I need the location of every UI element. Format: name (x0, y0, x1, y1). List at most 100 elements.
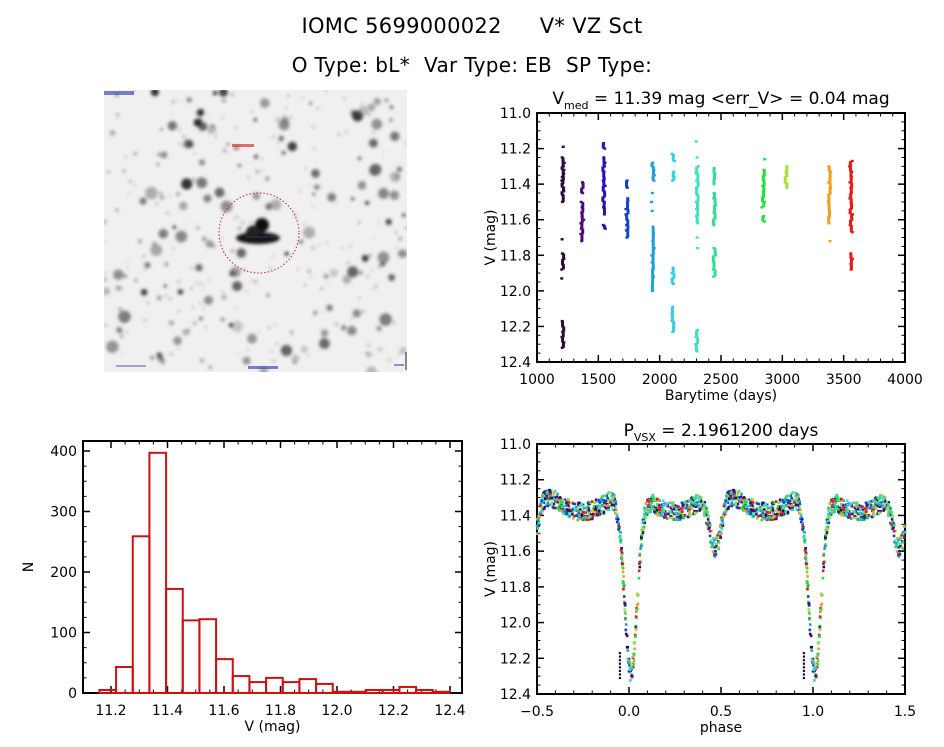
data-point (772, 501, 775, 504)
data-point (720, 527, 724, 530)
x-tick-label: 3000 (765, 372, 801, 388)
data-point (840, 513, 843, 517)
data-point (813, 672, 817, 676)
data-point-strip (562, 326, 566, 332)
data-point (763, 158, 767, 161)
data-point (822, 561, 826, 564)
data-point (627, 662, 631, 666)
star (377, 222, 380, 225)
data-point (666, 504, 670, 508)
data-point (614, 502, 618, 506)
star (176, 99, 178, 102)
data-point (697, 494, 700, 497)
data-point (564, 509, 568, 513)
data-point (542, 499, 546, 503)
data-point (876, 512, 880, 516)
data-point (879, 494, 882, 497)
star (271, 135, 275, 138)
star (252, 192, 261, 200)
data-point (890, 511, 894, 514)
data-point (614, 500, 617, 503)
data-point (878, 512, 881, 515)
star (254, 154, 258, 159)
data-point (614, 511, 617, 515)
data-point (578, 501, 581, 505)
data-point (622, 583, 625, 586)
data-point (869, 504, 873, 507)
star (338, 134, 340, 136)
data-point (659, 505, 663, 509)
data-point (723, 502, 726, 505)
star (140, 288, 148, 296)
data-point-strip (601, 166, 605, 172)
data-point (540, 509, 543, 513)
data-point-strip (651, 276, 655, 284)
data-point (588, 501, 591, 504)
y-tick-label: 12.4 (500, 355, 531, 371)
data-point (563, 498, 567, 502)
data-point (813, 679, 816, 682)
data-point (696, 165, 700, 168)
data-point (752, 514, 756, 518)
data-point-strip (672, 177, 676, 181)
star (289, 116, 293, 119)
data-point (703, 502, 706, 506)
data-point-strip (580, 187, 584, 194)
data-point (715, 536, 719, 539)
data-point (637, 576, 641, 580)
data-point-strip (849, 258, 853, 265)
data-point (571, 517, 575, 520)
data-point (878, 503, 881, 507)
data-point (595, 513, 599, 516)
histogram-bar (365, 688, 384, 694)
y-tick-label: 400 (50, 444, 77, 460)
data-point (833, 496, 837, 499)
data-point (843, 505, 847, 509)
data-point-strip (651, 166, 655, 170)
data-point-strip (762, 169, 766, 176)
data-point (872, 510, 875, 514)
data-point (811, 670, 815, 673)
data-point (677, 518, 681, 522)
data-point (802, 662, 805, 665)
data-point (649, 510, 652, 514)
y-tick-label: 100 (50, 626, 77, 642)
data-point-strip (671, 171, 675, 178)
data-point (795, 495, 799, 499)
data-point-strip (672, 326, 676, 332)
data-point (752, 510, 756, 513)
data-point-strip (626, 230, 630, 238)
star (157, 152, 161, 157)
data-point (881, 503, 884, 507)
star (236, 248, 247, 258)
data-point (760, 506, 764, 510)
data-point (807, 617, 811, 620)
data-point (640, 543, 643, 546)
star (303, 223, 306, 226)
data-point (781, 512, 785, 515)
data-point (707, 520, 711, 523)
data-point (593, 501, 596, 505)
data-point (634, 625, 638, 629)
data-point (824, 536, 827, 540)
data-point (538, 504, 542, 508)
data-point (571, 513, 574, 516)
data-point (722, 511, 726, 515)
data-point (861, 518, 865, 522)
data-point (876, 496, 879, 500)
star (393, 321, 396, 324)
data-point (616, 517, 620, 521)
data-point (675, 504, 679, 508)
y-tick-label: 11.0 (500, 437, 531, 453)
star (159, 191, 162, 194)
star (127, 260, 129, 263)
data-point (846, 503, 849, 507)
lightcurve-series-season-9 (760, 158, 767, 223)
data-point-strip (580, 216, 584, 220)
data-point (573, 502, 577, 506)
lightcurve-series-season-10 (783, 165, 789, 189)
data-point (897, 545, 901, 549)
data-point (607, 506, 610, 510)
data-point (706, 518, 710, 521)
star (195, 264, 203, 272)
